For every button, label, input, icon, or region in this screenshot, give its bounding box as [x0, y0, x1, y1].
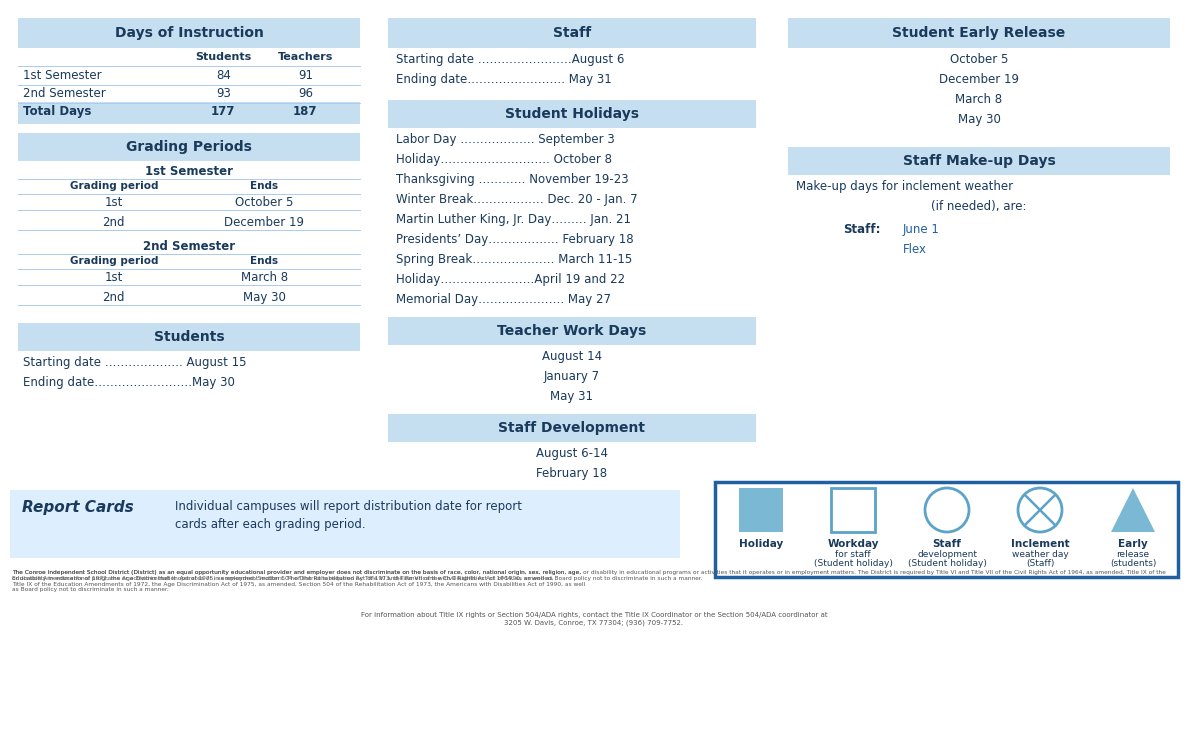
Bar: [10, 490, 680, 558]
Text: Students: Students: [153, 330, 225, 344]
Text: 1st Semester: 1st Semester: [145, 165, 233, 178]
Text: The Conroe Independent School District (District) as an equal opportunity educat: The Conroe Independent School District (…: [12, 570, 1165, 581]
Bar: [18, 102, 360, 124]
Text: Ending date……………………. May 31: Ending date……………………. May 31: [396, 73, 612, 86]
Text: Days of Instruction: Days of Instruction: [114, 26, 264, 40]
Text: cards after each grading period.: cards after each grading period.: [175, 518, 366, 531]
Text: (Student holiday): (Student holiday): [814, 559, 892, 568]
Bar: [715, 482, 1178, 577]
Text: Student Holidays: Student Holidays: [505, 107, 639, 121]
Polygon shape: [1111, 488, 1155, 532]
Text: December 19: December 19: [939, 73, 1019, 86]
Bar: [388, 18, 756, 48]
Text: Holiday: Holiday: [739, 539, 783, 549]
Text: Holiday……………………April 19 and 22: Holiday……………………April 19 and 22: [396, 273, 625, 286]
Bar: [18, 18, 360, 48]
Text: For information about Title IX rights or Section 504/ADA rights, contact the Tit: For information about Title IX rights or…: [361, 612, 827, 625]
Text: Staff:: Staff:: [843, 223, 880, 236]
Text: Ends: Ends: [251, 181, 278, 191]
Bar: [388, 100, 756, 128]
Text: 1st: 1st: [105, 196, 122, 209]
Text: weather day: weather day: [1012, 550, 1068, 559]
Text: release: release: [1117, 550, 1150, 559]
Text: Staff Make-up Days: Staff Make-up Days: [903, 154, 1055, 168]
Text: Report Cards: Report Cards: [23, 500, 134, 515]
Text: Staff: Staff: [933, 539, 961, 549]
Text: Staff: Staff: [552, 26, 592, 40]
Text: February 18: February 18: [537, 467, 607, 480]
Text: 91: 91: [298, 69, 312, 82]
Text: December 19: December 19: [225, 216, 304, 229]
Text: 2nd Semester: 2nd Semester: [143, 240, 235, 253]
Text: Flex: Flex: [903, 243, 927, 256]
Bar: [388, 414, 756, 442]
Text: 2nd: 2nd: [102, 291, 125, 304]
Text: May 31: May 31: [550, 390, 594, 403]
Text: Grading Periods: Grading Periods: [126, 140, 252, 154]
Text: Total Days: Total Days: [23, 105, 91, 118]
Text: Labor Day ………………. September 3: Labor Day ………………. September 3: [396, 133, 614, 146]
Bar: [18, 133, 360, 161]
Text: Presidents’ Day……………… February 18: Presidents’ Day……………… February 18: [396, 233, 633, 246]
Text: Individual campuses will report distribution date for report: Individual campuses will report distribu…: [175, 500, 522, 513]
Text: (if needed), are:: (if needed), are:: [931, 200, 1026, 213]
Bar: [830, 488, 876, 532]
Bar: [788, 147, 1170, 175]
Text: Make-up days for inclement weather: Make-up days for inclement weather: [796, 180, 1013, 193]
Text: Student Early Release: Student Early Release: [892, 26, 1066, 40]
Text: Holiday………………………. October 8: Holiday………………………. October 8: [396, 153, 612, 166]
Text: August 6-14: August 6-14: [536, 447, 608, 460]
Text: May 30: May 30: [242, 291, 285, 304]
Text: Ending date…………………….May 30: Ending date…………………….May 30: [23, 376, 235, 389]
Text: Grading period: Grading period: [70, 256, 158, 266]
Text: 1st Semester: 1st Semester: [23, 69, 102, 82]
Bar: [388, 317, 756, 345]
Text: Winter Break……………… Dec. 20 - Jan. 7: Winter Break……………… Dec. 20 - Jan. 7: [396, 193, 638, 206]
Text: Memorial Day…………………. May 27: Memorial Day…………………. May 27: [396, 293, 611, 306]
Text: Spring Break………………… March 11-15: Spring Break………………… March 11-15: [396, 253, 632, 266]
Text: (students): (students): [1110, 559, 1156, 568]
Text: Thanksgiving ………… November 19-23: Thanksgiving ………… November 19-23: [396, 173, 628, 186]
Text: 84: 84: [216, 69, 230, 82]
Text: June 1: June 1: [903, 223, 940, 236]
Text: May 30: May 30: [958, 113, 1000, 126]
Text: October 5: October 5: [235, 196, 293, 209]
Text: Teachers: Teachers: [278, 52, 333, 62]
Text: (Student holiday): (Student holiday): [908, 559, 986, 568]
Text: Starting date ……………………August 6: Starting date ……………………August 6: [396, 53, 625, 66]
Text: 2nd: 2nd: [102, 216, 125, 229]
Text: development: development: [917, 550, 977, 559]
Text: Workday: Workday: [827, 539, 879, 549]
Text: 96: 96: [298, 87, 312, 100]
Text: 177: 177: [211, 105, 235, 118]
Text: for staff: for staff: [835, 550, 871, 559]
Text: Teacher Work Days: Teacher Work Days: [498, 324, 646, 338]
Text: Students: Students: [195, 52, 252, 62]
Text: October 5: October 5: [950, 53, 1009, 66]
Text: January 7: January 7: [544, 370, 600, 383]
Text: Early: Early: [1118, 539, 1148, 549]
Text: (Staff): (Staff): [1025, 559, 1054, 568]
Text: Inclement: Inclement: [1011, 539, 1069, 549]
Text: Martin Luther King, Jr. Day……… Jan. 21: Martin Luther King, Jr. Day……… Jan. 21: [396, 213, 631, 226]
Text: Staff Development: Staff Development: [499, 421, 645, 435]
Bar: [18, 323, 360, 351]
Text: March 8: March 8: [955, 93, 1003, 106]
Text: The Conroe Independent School District (District) as an equal opportunity educat: The Conroe Independent School District (…: [12, 570, 586, 592]
Bar: [788, 18, 1170, 48]
Text: 187: 187: [293, 105, 317, 118]
Text: August 14: August 14: [542, 350, 602, 363]
Text: 1st: 1st: [105, 271, 122, 284]
Text: 2nd Semester: 2nd Semester: [23, 87, 106, 100]
Text: Starting date ……………….. August 15: Starting date ……………….. August 15: [23, 356, 246, 369]
Text: Grading period: Grading period: [70, 181, 158, 191]
Bar: [739, 488, 783, 532]
Text: 93: 93: [216, 87, 230, 100]
Text: March 8: March 8: [241, 271, 287, 284]
Text: Ends: Ends: [251, 256, 278, 266]
